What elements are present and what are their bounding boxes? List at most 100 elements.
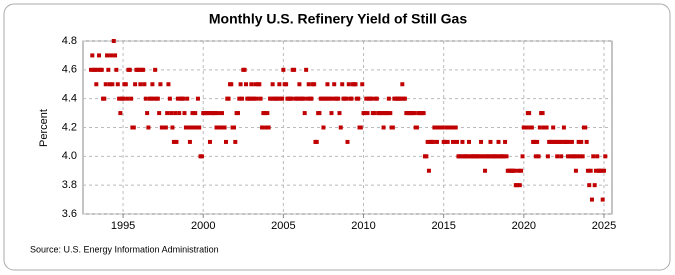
point <box>549 139 554 144</box>
point <box>577 154 582 159</box>
point <box>292 67 297 72</box>
point <box>233 139 238 144</box>
x-tick-label: 2025 <box>592 220 616 232</box>
point <box>226 96 231 101</box>
point <box>603 154 608 159</box>
point <box>575 154 580 159</box>
point <box>123 82 128 87</box>
point <box>372 111 377 116</box>
point <box>207 139 212 144</box>
point <box>183 125 188 130</box>
point <box>519 168 524 173</box>
point <box>165 111 170 116</box>
point <box>90 53 95 58</box>
point <box>97 53 102 58</box>
point <box>150 82 155 87</box>
point <box>524 125 529 130</box>
point <box>338 125 343 130</box>
point <box>312 82 317 87</box>
point <box>151 96 156 101</box>
point <box>317 111 322 116</box>
point <box>356 96 361 101</box>
point <box>592 183 597 188</box>
point <box>141 67 146 72</box>
point <box>593 168 598 173</box>
point <box>137 67 142 72</box>
x-tick-label: 2020 <box>512 220 536 232</box>
point <box>358 125 363 130</box>
point <box>390 125 395 130</box>
point <box>345 139 350 144</box>
point <box>328 96 333 101</box>
point <box>430 139 435 144</box>
point <box>254 96 259 101</box>
point <box>425 139 430 144</box>
point <box>458 154 463 159</box>
point <box>170 125 175 130</box>
point <box>544 125 549 130</box>
point <box>559 154 564 159</box>
point <box>433 125 438 130</box>
point <box>369 96 374 101</box>
point <box>252 96 257 101</box>
point <box>336 96 341 101</box>
point <box>114 67 119 72</box>
point <box>191 125 196 130</box>
point <box>467 139 472 144</box>
point <box>445 139 450 144</box>
point <box>281 67 286 72</box>
point <box>512 168 517 173</box>
point <box>381 125 386 130</box>
point <box>253 82 258 87</box>
point <box>537 125 542 130</box>
x-tick-label: 2000 <box>191 220 215 232</box>
point <box>414 125 419 130</box>
point <box>314 139 319 144</box>
point <box>449 125 454 130</box>
point <box>264 125 269 130</box>
y-tick-label: 4.2 <box>62 121 77 133</box>
point <box>332 82 337 87</box>
point <box>149 96 154 101</box>
point <box>555 154 560 159</box>
point <box>182 111 187 116</box>
point <box>488 139 493 144</box>
point <box>143 96 148 101</box>
point <box>551 125 556 130</box>
point <box>297 82 302 87</box>
point <box>258 96 263 101</box>
point <box>557 139 562 144</box>
point <box>115 82 120 87</box>
point <box>573 168 578 173</box>
point <box>244 82 249 87</box>
point <box>131 125 136 130</box>
point <box>93 67 98 72</box>
point <box>337 111 342 116</box>
point <box>206 111 211 116</box>
point <box>301 96 306 101</box>
y-tick-label: 4.0 <box>62 150 77 162</box>
point <box>364 96 369 101</box>
point <box>146 125 151 130</box>
point <box>465 154 470 159</box>
point <box>249 82 254 87</box>
point <box>595 154 600 159</box>
point <box>189 125 194 130</box>
point <box>296 96 301 101</box>
point <box>103 82 108 87</box>
point <box>262 111 267 116</box>
point <box>527 111 532 116</box>
point <box>257 82 262 87</box>
x-tick-label: 2005 <box>271 220 295 232</box>
point <box>193 111 198 116</box>
point <box>99 67 104 72</box>
point <box>223 139 228 144</box>
point <box>173 111 178 116</box>
point <box>185 96 190 101</box>
point <box>516 168 521 173</box>
point <box>561 125 566 130</box>
point <box>426 168 431 173</box>
point <box>158 82 163 87</box>
point <box>501 154 506 159</box>
point <box>349 96 354 101</box>
